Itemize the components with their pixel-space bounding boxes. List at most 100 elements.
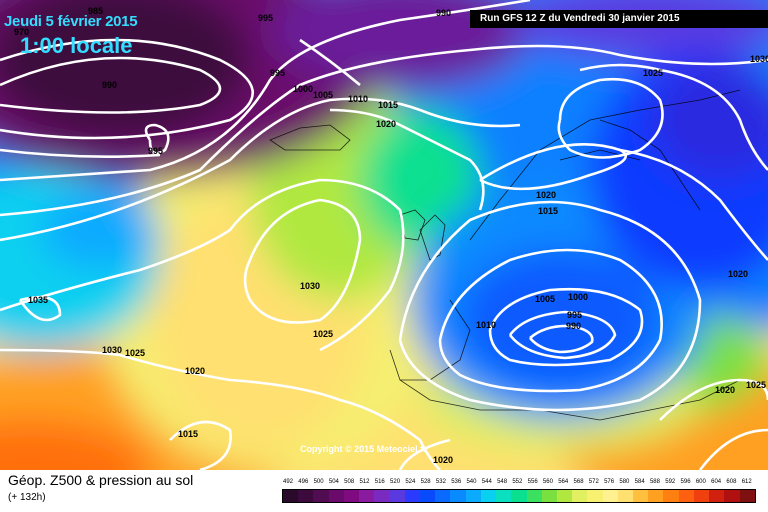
legend-tick-label: 516 xyxy=(374,479,385,485)
footer: Géop. Z500 & pression au sol (+ 132h) 49… xyxy=(0,470,768,512)
isobar-label: 1020 xyxy=(185,366,205,376)
copyright-text: Copyright © 2015 Meteociel.fr xyxy=(300,444,427,454)
isobar-label: 1015 xyxy=(178,429,198,439)
isobar-label: 1005 xyxy=(313,90,333,100)
legend-swatch xyxy=(739,490,755,502)
isobar-label: 1015 xyxy=(538,206,558,216)
legend-tick-label: 504 xyxy=(328,479,339,485)
isobar-label: 1005 xyxy=(535,294,555,304)
legend-swatch xyxy=(435,490,451,502)
isobar-label: 1025 xyxy=(643,68,663,78)
forecast-date: Jeudi 5 février 2015 xyxy=(4,13,138,30)
isobar-label: 990 xyxy=(566,321,581,331)
isobar-label: 995 xyxy=(258,13,273,23)
isobar-label: 1020 xyxy=(715,385,735,395)
legend-tick-label: 588 xyxy=(649,479,660,485)
legend-swatch xyxy=(602,490,618,502)
legend-ticks: 492 496 500 504 508 512 516 520 524 528 532 536 540 5… xyxy=(282,479,756,489)
isobar-label: 1020 xyxy=(536,190,556,200)
forecast-time: 1:00 locale xyxy=(20,33,133,58)
isobar-label: 1010 xyxy=(348,94,368,104)
legend-tick-label: 604 xyxy=(711,479,722,485)
isobar-label: 1030 xyxy=(300,281,320,291)
isobar-label: 990 xyxy=(436,8,451,18)
legend-swatch xyxy=(511,490,527,502)
legend-tick-label: 560 xyxy=(542,479,553,485)
isobar-label: 990 xyxy=(102,80,117,90)
isobar-label: 1025 xyxy=(125,348,145,358)
legend-swatch xyxy=(389,490,405,502)
legend-swatch xyxy=(678,490,694,502)
legend-swatches xyxy=(282,489,756,503)
isobar-label: 1025 xyxy=(313,329,333,339)
legend-tick-label: 556 xyxy=(527,479,538,485)
legend-swatch xyxy=(450,490,466,502)
legend-swatch xyxy=(526,490,542,502)
legend-tick-label: 584 xyxy=(634,479,645,485)
legend-swatch xyxy=(693,490,710,502)
isobars xyxy=(0,0,768,470)
isobar-label: 1020 xyxy=(433,455,453,465)
legend-tick-label: 612 xyxy=(741,479,752,485)
legend-tick-label: 500 xyxy=(313,479,324,485)
legend-tick-label: 512 xyxy=(359,479,370,485)
legend-tick-label: 544 xyxy=(481,479,492,485)
legend-tick-label: 592 xyxy=(665,479,676,485)
footer-title: Géop. Z500 & pression au sol xyxy=(8,472,194,488)
isobar-label: 1015 xyxy=(378,100,398,110)
legend-tick-label: 492 xyxy=(283,479,294,485)
isobar-label: 995 xyxy=(270,68,285,78)
legend-tick-label: 572 xyxy=(588,479,599,485)
isobar-label: 1010 xyxy=(476,320,496,330)
legend-swatch xyxy=(328,490,344,502)
legend-swatch xyxy=(374,490,390,502)
legend-swatch xyxy=(709,490,725,502)
legend-tick-label: 536 xyxy=(451,479,462,485)
isobar-label: 1000 xyxy=(568,292,588,302)
isobar-labels: 985 995 990 970 990 995 995 1000 1005 10… xyxy=(14,6,768,465)
legend-swatch xyxy=(480,490,497,502)
color-scale-legend: 492 496 500 504 508 512 516 520 524 528 532 536 540 5… xyxy=(282,479,756,503)
legend-swatch xyxy=(572,490,588,502)
legend-swatch xyxy=(359,490,375,502)
legend-swatch xyxy=(404,490,420,502)
legend-tick-label: 608 xyxy=(726,479,737,485)
footer-subtitle: (+ 132h) xyxy=(8,492,46,503)
legend-tick-label: 548 xyxy=(497,479,508,485)
isobar-label: 1030 xyxy=(750,54,768,64)
legend-tick-label: 576 xyxy=(604,479,615,485)
legend-swatch xyxy=(298,490,314,502)
legend-tick-label: 596 xyxy=(680,479,691,485)
legend-tick-label: 532 xyxy=(435,479,446,485)
isobar-label: 1025 xyxy=(746,380,766,390)
legend-tick-label: 580 xyxy=(619,479,630,485)
legend-swatch xyxy=(663,490,679,502)
legend-tick-label: 552 xyxy=(512,479,523,485)
legend-tick-label: 600 xyxy=(695,479,706,485)
run-banner: Run GFS 12 Z du Vendredi 30 janvier 2015 xyxy=(470,10,768,28)
isobar-label: 995 xyxy=(567,310,582,320)
geopotential-field xyxy=(0,0,768,470)
isobar-label: 970 xyxy=(14,27,29,37)
legend-swatch xyxy=(633,490,649,502)
isobar-label: 1000 xyxy=(293,84,313,94)
legend-swatch xyxy=(556,490,573,502)
isobar-label: 1035 xyxy=(28,295,48,305)
legend-swatch xyxy=(587,490,603,502)
legend-swatch xyxy=(648,490,664,502)
legend-tick-label: 528 xyxy=(420,479,431,485)
legend-swatch xyxy=(313,490,329,502)
legend-swatch xyxy=(541,490,557,502)
legend-swatch xyxy=(496,490,512,502)
legend-tick-label: 524 xyxy=(405,479,416,485)
legend-tick-label: 496 xyxy=(298,479,309,485)
isobar-label: 1020 xyxy=(728,269,748,279)
legend-swatch xyxy=(283,490,299,502)
legend-tick-label: 564 xyxy=(558,479,569,485)
weather-map: 985 995 990 970 990 995 995 1000 1005 10… xyxy=(0,0,768,470)
legend-swatch xyxy=(724,490,740,502)
legend-swatch xyxy=(465,490,481,502)
legend-swatch xyxy=(617,490,634,502)
legend-tick-label: 540 xyxy=(466,479,477,485)
isobar-label: 995 xyxy=(148,146,163,156)
